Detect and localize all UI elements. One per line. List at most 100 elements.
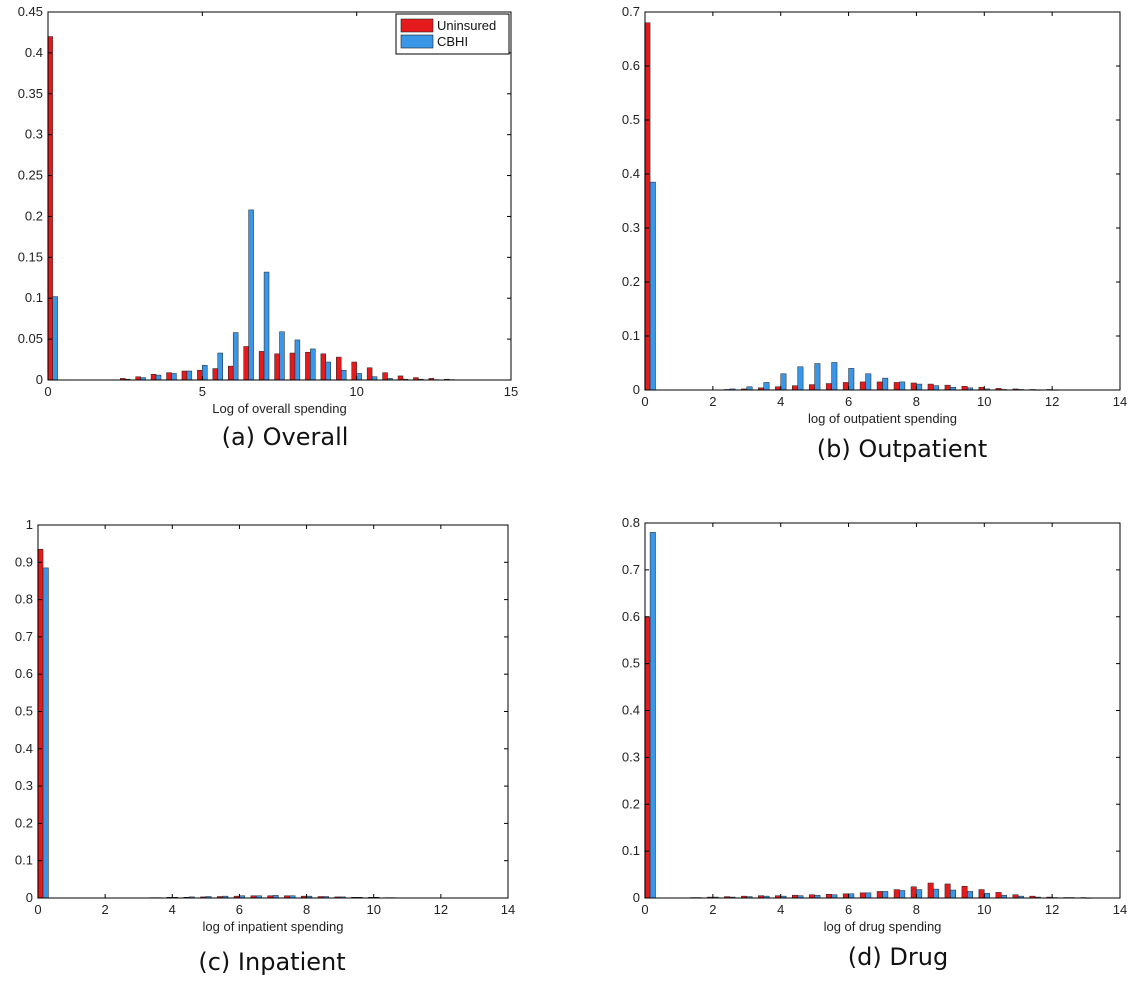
legend-swatch-uninsured <box>400 18 434 33</box>
bar-cbhi <box>340 369 347 381</box>
y-tick-label: 0.6 <box>622 609 640 624</box>
bar-uninsured <box>876 891 883 899</box>
y-tick-label: 0.2 <box>622 274 640 289</box>
y-tick-label: 0.5 <box>622 656 640 671</box>
y-tick-label: 1 <box>26 517 33 532</box>
x-axis-label: log of outpatient spending <box>808 411 957 426</box>
bar-cbhi <box>950 889 957 899</box>
bar-cbhi <box>42 567 49 899</box>
bar-uninsured <box>366 367 373 381</box>
y-tick-label: 0.8 <box>622 515 640 530</box>
bar-uninsured <box>927 383 934 391</box>
bar-cbhi <box>984 893 990 899</box>
bar-uninsured <box>859 381 866 391</box>
bar-cbhi <box>831 362 838 391</box>
x-tick-label: 12 <box>1045 394 1059 409</box>
bar-cbhi <box>232 332 239 381</box>
x-tick-label: 6 <box>236 902 243 917</box>
x-tick-label: 12 <box>1045 902 1059 917</box>
bar-cbhi <box>916 889 923 899</box>
x-tick-label: 2 <box>102 902 109 917</box>
x-axis-label: log of inpatient spending <box>203 919 344 934</box>
bar-uninsured <box>212 368 219 381</box>
bar-uninsured <box>305 351 311 381</box>
bar-uninsured <box>351 361 357 381</box>
bar-uninsured <box>825 894 832 899</box>
y-tick-label: 0 <box>633 382 640 397</box>
y-tick-label: 0.2 <box>15 815 33 830</box>
panel-caption: (a) Overall <box>222 423 349 451</box>
y-tick-label: 0.3 <box>622 749 640 764</box>
x-tick-label: 8 <box>303 902 310 917</box>
bar-uninsured <box>944 384 951 391</box>
bar-uninsured <box>808 384 815 391</box>
x-tick-label: 6 <box>845 394 852 409</box>
bar-cbhi <box>155 374 162 381</box>
bar-cbhi <box>202 365 208 381</box>
x-axis-label: Log of overall spending <box>212 401 346 416</box>
panel-outpatient: 0 2 4 6 8 10 12 14 0 0.1 0.2 0.3 0.4 0.5 0.6 0.7 log of … <box>622 4 1127 463</box>
panel-caption: (d) Drug <box>848 943 948 971</box>
bar-cbhi <box>814 363 821 391</box>
x-tick-label: 8 <box>913 902 920 917</box>
y-tick-label: 0.3 <box>622 220 640 235</box>
bar-uninsured <box>859 892 866 899</box>
bar-cbhi <box>848 893 855 899</box>
y-tick-label: 0.4 <box>15 741 33 756</box>
y-tick-label: 0.1 <box>622 843 640 858</box>
panel-caption: (c) Inpatient <box>198 948 345 976</box>
bar-cbhi <box>279 331 285 381</box>
y-tick-label: 0.15 <box>18 249 43 264</box>
bar-uninsured <box>893 382 900 391</box>
y-tick-label: 0.2 <box>622 796 640 811</box>
bar-uninsured <box>150 374 157 381</box>
bar-cbhi <box>294 339 301 381</box>
bar-cbhi <box>248 209 254 381</box>
y-tick-label: 0.1 <box>15 853 33 868</box>
bar-cbhi <box>171 373 177 381</box>
bar-cbhi <box>967 891 974 899</box>
x-tick-label: 5 <box>199 384 206 399</box>
axes-box <box>47 11 512 381</box>
y-tick-label: 0.25 <box>18 168 43 183</box>
y-tick-label: 0.9 <box>15 554 33 569</box>
y-tick-label: 0.5 <box>622 112 640 127</box>
x-tick-label: 14 <box>501 902 515 917</box>
bar-cbhi <box>916 383 923 391</box>
x-tick-label: 14 <box>1113 394 1127 409</box>
bar-uninsured <box>258 351 265 381</box>
y-tick-label: 0.5 <box>15 704 33 719</box>
bar-cbhi <box>780 373 787 391</box>
axes-box <box>644 522 1121 899</box>
x-tick-label: 0 <box>641 394 648 409</box>
x-tick-label: 4 <box>777 902 784 917</box>
bar-cbhi <box>649 181 656 391</box>
y-tick-label: 0.3 <box>15 778 33 793</box>
bar-uninsured <box>910 886 917 899</box>
axes-box <box>644 11 1121 391</box>
y-tick-label: 0.1 <box>622 328 640 343</box>
x-tick-label: 15 <box>504 384 518 399</box>
x-tick-label: 4 <box>777 394 784 409</box>
bar-uninsured <box>274 353 280 381</box>
bar-cbhi <box>865 373 872 391</box>
axes-box <box>37 524 509 899</box>
bar-cbhi <box>217 352 223 381</box>
bar-uninsured <box>978 889 985 899</box>
x-tick-label: 4 <box>169 902 176 917</box>
x-tick-label: 2 <box>709 394 716 409</box>
bar-uninsured <box>382 372 388 381</box>
y-tick-label: 0.1 <box>25 290 43 305</box>
bar-uninsured <box>876 381 883 391</box>
bar-cbhi <box>649 532 656 899</box>
bar-uninsured <box>842 382 849 391</box>
bar-uninsured <box>228 365 234 381</box>
x-tick-label: 14 <box>1113 902 1127 917</box>
y-tick-label: 0.4 <box>25 45 43 60</box>
x-tick-label: 6 <box>845 902 852 917</box>
y-tick-label: 0.8 <box>15 592 33 607</box>
bar-cbhi <box>52 296 58 381</box>
bar-uninsured <box>825 383 832 391</box>
y-tick-label: 0 <box>36 372 43 387</box>
